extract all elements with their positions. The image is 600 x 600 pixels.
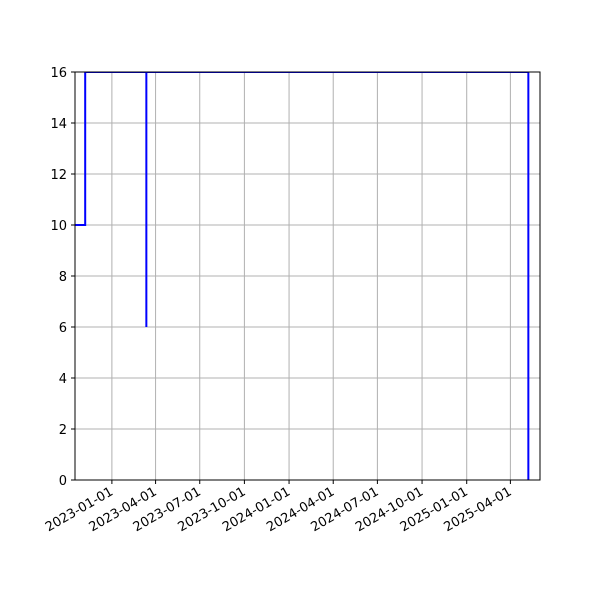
- y-tick-label: 6: [59, 321, 67, 336]
- plot-area: [75, 72, 530, 480]
- y-tick-label: 12: [50, 168, 67, 183]
- y-tick-label: 0: [59, 474, 67, 489]
- y-tick-label: 2: [59, 423, 67, 438]
- series-line: [75, 72, 530, 480]
- y-tick-label: 8: [59, 270, 67, 285]
- y-tick-label: 16: [50, 66, 67, 81]
- y-tick-label: 14: [50, 117, 67, 132]
- y-tick-label: 4: [59, 372, 67, 387]
- y-tick-label: 10: [50, 219, 67, 234]
- y-axis: 0 2 4 6 8 10 12 14 16: [50, 66, 75, 489]
